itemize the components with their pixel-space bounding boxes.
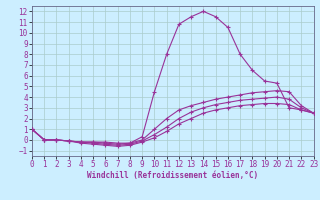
X-axis label: Windchill (Refroidissement éolien,°C): Windchill (Refroidissement éolien,°C) — [87, 171, 258, 180]
